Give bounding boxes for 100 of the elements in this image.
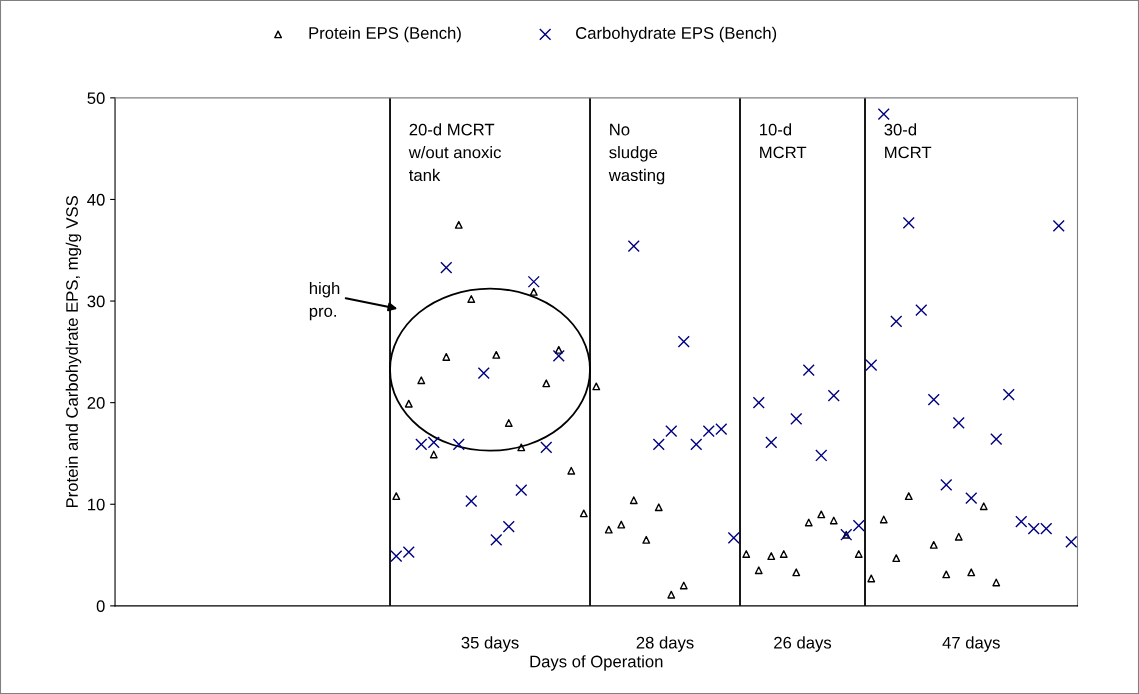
point <box>890 315 903 328</box>
point <box>952 416 965 430</box>
point <box>817 510 826 519</box>
text: 26 days <box>774 636 832 652</box>
point <box>1065 535 1078 548</box>
point <box>667 590 676 599</box>
point <box>477 367 490 380</box>
point <box>1002 388 1015 401</box>
point <box>765 436 778 449</box>
text: 35 days <box>461 636 519 652</box>
point <box>542 379 551 388</box>
point <box>452 438 465 451</box>
point <box>992 578 1001 587</box>
point <box>679 581 688 590</box>
point <box>904 492 913 501</box>
point <box>604 525 613 534</box>
point <box>579 509 588 518</box>
point <box>990 433 1003 446</box>
point <box>915 304 928 317</box>
point <box>467 295 476 303</box>
y-axis-title: Protein and Carbohydrate EPS, mg/g VSS <box>65 196 82 508</box>
point <box>665 425 678 438</box>
point <box>567 466 576 475</box>
point <box>554 345 563 354</box>
point <box>879 515 888 524</box>
point <box>790 412 803 425</box>
point <box>767 552 776 561</box>
point <box>852 519 865 532</box>
point <box>752 396 765 409</box>
y-tick-label: 0 <box>96 600 105 613</box>
point <box>540 441 553 454</box>
point <box>677 335 690 348</box>
point <box>442 352 451 361</box>
point <box>392 492 401 501</box>
annotation: 30-d MCRT <box>884 123 932 159</box>
y-tick-label: 10 <box>88 498 105 511</box>
point <box>515 483 528 497</box>
point <box>652 438 665 451</box>
point <box>527 275 540 288</box>
point <box>552 349 565 362</box>
point <box>465 495 478 508</box>
point <box>929 540 938 549</box>
point <box>865 358 878 372</box>
point <box>954 532 963 541</box>
x-axis-title: Days of Operation <box>530 655 663 671</box>
point <box>742 550 751 558</box>
text: 28 days <box>636 636 694 652</box>
point <box>829 516 838 525</box>
point <box>592 382 601 391</box>
point <box>815 449 828 462</box>
annotation: 10-d MCRT <box>760 123 807 159</box>
point <box>967 568 976 577</box>
point <box>1015 515 1028 528</box>
legend-label: Carbohydrate EPS (Bench) <box>576 26 777 43</box>
point <box>965 492 978 505</box>
annotation: high pro. <box>309 281 340 321</box>
point <box>902 216 915 229</box>
legend-label: Protein EPS (Bench) <box>309 26 461 43</box>
point <box>827 389 840 402</box>
point <box>517 443 526 452</box>
point <box>940 478 953 492</box>
annotation: No sludge wasting <box>608 123 665 185</box>
point <box>979 502 988 511</box>
point <box>892 554 901 563</box>
point <box>867 574 876 583</box>
point <box>927 393 940 406</box>
point <box>617 520 626 529</box>
point <box>877 108 890 121</box>
point <box>504 419 513 427</box>
y-tick-label: 30 <box>87 295 105 308</box>
point <box>1052 219 1065 232</box>
point <box>792 568 801 577</box>
point <box>490 533 503 546</box>
point <box>402 545 415 559</box>
point <box>779 550 788 558</box>
point <box>727 531 740 544</box>
y-tick-label: 20 <box>87 397 105 409</box>
point <box>390 550 403 563</box>
text: 47 days <box>942 636 1000 652</box>
point <box>417 376 426 385</box>
point <box>690 438 703 451</box>
point <box>629 496 638 505</box>
point <box>804 518 813 527</box>
point <box>754 566 763 575</box>
point <box>529 287 538 296</box>
point <box>492 350 501 359</box>
point <box>429 450 438 459</box>
y-tick-label: 40 <box>87 193 105 206</box>
point <box>654 503 663 512</box>
annotation: 20-d MCRT w/out anoxic tank <box>408 123 501 182</box>
point <box>454 220 463 229</box>
point <box>440 261 453 274</box>
point <box>502 520 515 533</box>
point <box>802 364 815 377</box>
point <box>404 399 413 408</box>
point <box>942 570 951 579</box>
point <box>627 240 640 253</box>
point <box>642 535 651 544</box>
y-tick-label: 50 <box>87 92 105 105</box>
point <box>854 550 863 558</box>
